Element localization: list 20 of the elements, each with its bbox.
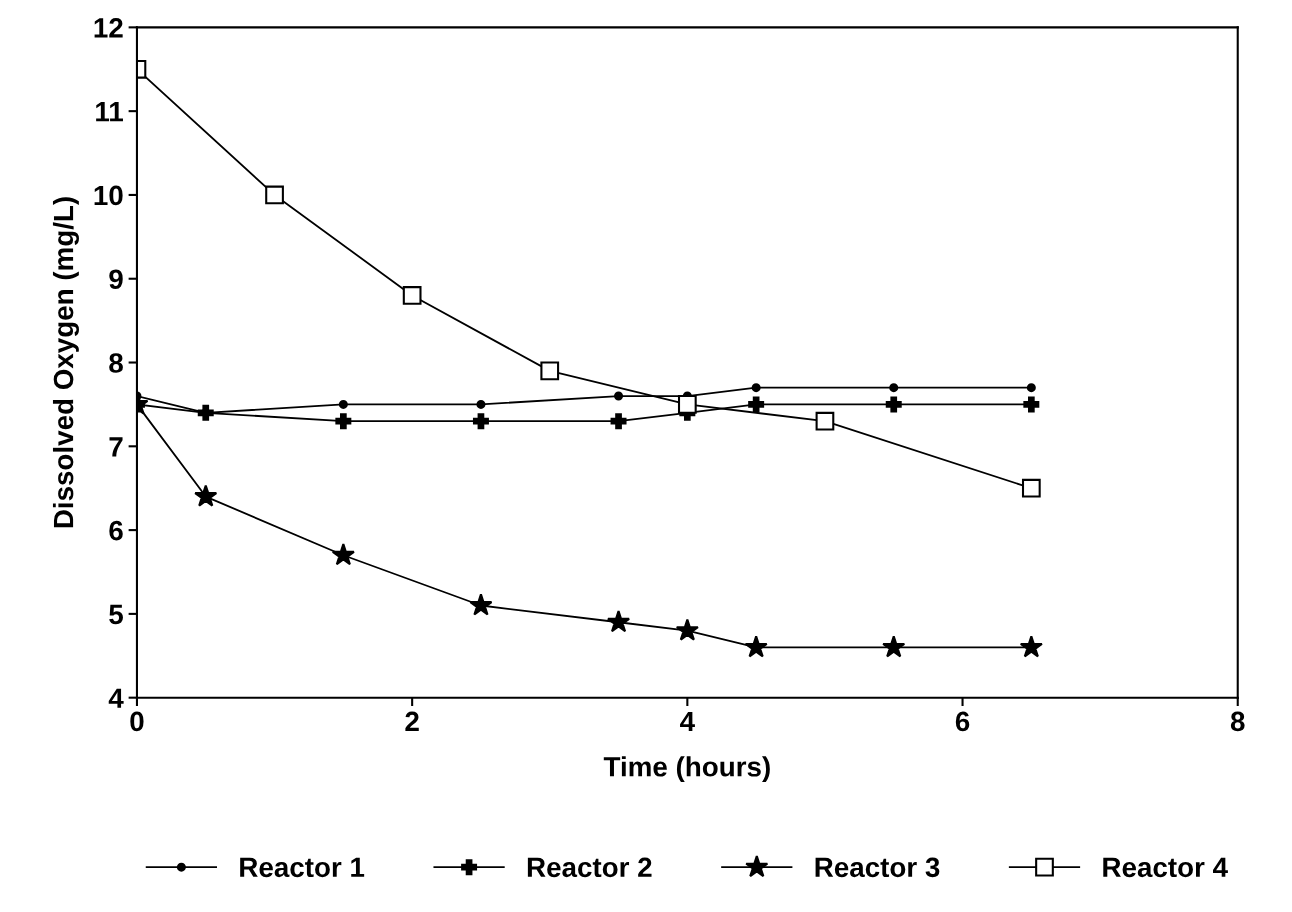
y-tick-label: 10 <box>94 185 123 206</box>
legend-label: Reactor 4 <box>1103 857 1228 878</box>
y-axis-title: Dissolved Oxygen (mg/L) <box>52 197 79 528</box>
legend-label: Reactor 2 <box>527 857 652 878</box>
y-tick-label: 9 <box>109 269 123 290</box>
y-tick-label: 6 <box>109 520 123 541</box>
y-tick-label: 8 <box>109 353 123 373</box>
y-tick-label: 7 <box>109 437 123 457</box>
x-tick-label: 6 <box>955 711 970 732</box>
legend-label: Reactor 3 <box>815 857 940 878</box>
y-tick-label: 4 <box>108 688 124 708</box>
x-tick-label: 2 <box>405 711 419 731</box>
x-tick-label: 0 <box>130 711 144 732</box>
y-tick-label: 5 <box>109 604 123 625</box>
x-axis-title: Time (hours) <box>603 756 770 783</box>
y-tick-label: 12 <box>94 18 123 38</box>
y-tick-label: 11 <box>96 102 123 122</box>
x-tick-label: 8 <box>1230 711 1245 732</box>
legend-label: Reactor 1 <box>240 857 365 878</box>
x-tick-label: 4 <box>680 711 695 731</box>
